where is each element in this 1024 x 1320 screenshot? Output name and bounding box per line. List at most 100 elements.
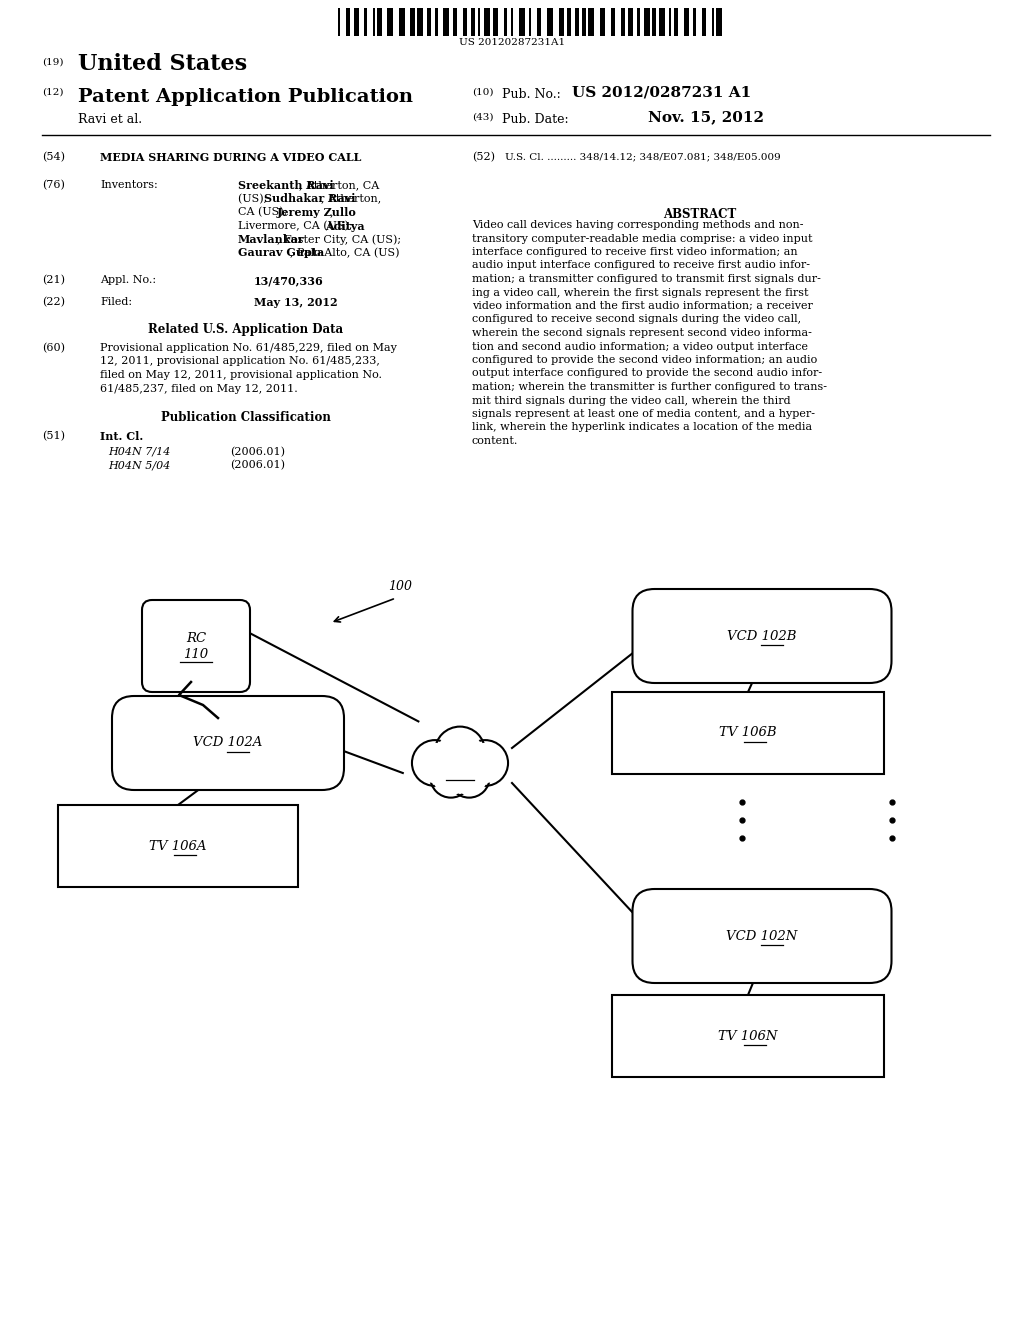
Text: May 13, 2012: May 13, 2012	[254, 297, 338, 308]
Bar	[558, 8, 564, 36]
FancyBboxPatch shape	[633, 589, 892, 682]
FancyBboxPatch shape	[142, 601, 250, 692]
Text: (76): (76)	[42, 180, 65, 190]
Text: tion and second audio information; a video output interface: tion and second audio information; a vid…	[472, 342, 808, 351]
Text: Related U.S. Application Data: Related U.S. Application Data	[148, 323, 344, 337]
Bar	[638, 8, 640, 36]
Text: Sudhakar Ravi: Sudhakar Ravi	[264, 194, 355, 205]
Text: , Palo Alto, CA (US): , Palo Alto, CA (US)	[290, 248, 399, 257]
Text: , Atherton,: , Atherton,	[321, 194, 381, 203]
Text: (43): (43)	[472, 114, 494, 121]
Bar	[674, 8, 678, 36]
Circle shape	[451, 759, 487, 795]
Text: US 2012/0287231 A1: US 2012/0287231 A1	[572, 84, 752, 99]
Bar	[519, 8, 524, 36]
Bar	[417, 8, 423, 36]
Bar	[373, 8, 375, 36]
Bar	[600, 8, 605, 36]
Text: VCD 102A: VCD 102A	[194, 737, 263, 750]
Text: 106: 106	[449, 764, 471, 777]
Text: H04N 5/04: H04N 5/04	[108, 459, 170, 470]
Bar	[652, 8, 656, 36]
Text: , Atherton, CA: , Atherton, CA	[299, 180, 379, 190]
Text: ,: ,	[330, 207, 333, 216]
Text: Nov. 15, 2012: Nov. 15, 2012	[648, 110, 764, 124]
Text: (19): (19)	[42, 58, 63, 67]
Text: video information and the first audio information; a receiver: video information and the first audio in…	[472, 301, 813, 312]
Text: VCD 102N: VCD 102N	[726, 929, 798, 942]
Text: H04N 7/14: H04N 7/14	[108, 446, 170, 457]
Text: audio input interface configured to receive first audio infor-: audio input interface configured to rece…	[472, 260, 810, 271]
Bar	[365, 8, 367, 36]
Text: output interface configured to provide the second audio infor-: output interface configured to provide t…	[472, 368, 822, 379]
Circle shape	[449, 756, 489, 797]
Bar	[588, 8, 594, 36]
Text: (60): (60)	[42, 343, 65, 354]
Text: Gaurav Gupta: Gaurav Gupta	[238, 248, 325, 259]
Text: Provisional application No. 61/485,229, filed on May: Provisional application No. 61/485,229, …	[100, 343, 397, 352]
Text: mit third signals during the video call, wherein the third: mit third signals during the video call,…	[472, 396, 791, 405]
Bar	[717, 8, 722, 36]
Text: ABSTRACT: ABSTRACT	[664, 209, 736, 220]
Text: configured to provide the second video information; an audio: configured to provide the second video i…	[472, 355, 817, 366]
Bar	[582, 8, 586, 36]
Text: U.S. Cl. ......... 348/14.12; 348/E07.081; 348/E05.009: U.S. Cl. ......... 348/14.12; 348/E07.08…	[505, 152, 780, 161]
Text: (22): (22)	[42, 297, 65, 308]
Text: signals represent at least one of media content, and a hyper-: signals represent at least one of media …	[472, 409, 815, 418]
Text: link, wherein the hyperlink indicates a location of the media: link, wherein the hyperlink indicates a …	[472, 422, 812, 433]
Text: (2006.01): (2006.01)	[230, 459, 285, 470]
Text: Mavlankar: Mavlankar	[238, 234, 304, 246]
Circle shape	[435, 726, 485, 777]
Bar	[511, 8, 513, 36]
Bar	[566, 8, 570, 36]
Bar	[427, 8, 431, 36]
Text: (54): (54)	[42, 152, 65, 162]
Text: Patent Application Publication: Patent Application Publication	[78, 88, 413, 106]
FancyBboxPatch shape	[633, 888, 892, 983]
Bar	[621, 8, 625, 36]
Bar	[612, 692, 884, 774]
Text: 13/470,336: 13/470,336	[254, 275, 324, 286]
Text: Aditya: Aditya	[325, 220, 365, 231]
Text: (51): (51)	[42, 432, 65, 441]
Bar	[58, 805, 298, 887]
Bar	[538, 8, 542, 36]
Text: (21): (21)	[42, 275, 65, 285]
Text: mation; a transmitter configured to transmit first signals dur-: mation; a transmitter configured to tran…	[472, 275, 821, 284]
Circle shape	[430, 756, 471, 797]
Text: 61/485,237, filed on May 12, 2011.: 61/485,237, filed on May 12, 2011.	[100, 384, 298, 393]
Circle shape	[415, 743, 455, 783]
Bar	[346, 8, 350, 36]
Bar	[611, 8, 615, 36]
Bar	[378, 8, 382, 36]
Text: Publication Classification: Publication Classification	[161, 411, 331, 424]
Text: ing a video call, wherein the first signals represent the first: ing a video call, wherein the first sign…	[472, 288, 809, 297]
Text: 12, 2011, provisional application No. 61/485,233,: 12, 2011, provisional application No. 61…	[100, 356, 380, 367]
Text: wherein the second signals represent second video informa-: wherein the second signals represent sec…	[472, 327, 812, 338]
Bar	[399, 8, 404, 36]
Text: United States: United States	[78, 53, 247, 75]
Bar	[574, 8, 580, 36]
Text: Inventors:: Inventors:	[100, 180, 158, 190]
Circle shape	[433, 759, 469, 795]
Bar	[387, 8, 393, 36]
Bar	[658, 8, 665, 36]
Bar	[528, 8, 531, 36]
Bar	[684, 8, 689, 36]
Bar	[443, 8, 450, 36]
Text: TV 106A: TV 106A	[150, 840, 207, 853]
Circle shape	[465, 743, 505, 783]
Text: RC: RC	[186, 632, 206, 645]
Circle shape	[438, 730, 482, 774]
Bar	[435, 8, 437, 36]
Bar	[547, 8, 553, 36]
Text: MEDIA SHARING DURING A VIDEO CALL: MEDIA SHARING DURING A VIDEO CALL	[100, 152, 361, 162]
Text: Appl. No.:: Appl. No.:	[100, 275, 156, 285]
Text: Jeremy Zullo: Jeremy Zullo	[278, 207, 357, 218]
Bar	[669, 8, 671, 36]
Text: 110: 110	[183, 648, 209, 660]
Text: mation; wherein the transmitter is further configured to trans-: mation; wherein the transmitter is furth…	[472, 381, 827, 392]
Bar	[644, 8, 650, 36]
FancyBboxPatch shape	[112, 696, 344, 789]
Bar	[493, 8, 499, 36]
